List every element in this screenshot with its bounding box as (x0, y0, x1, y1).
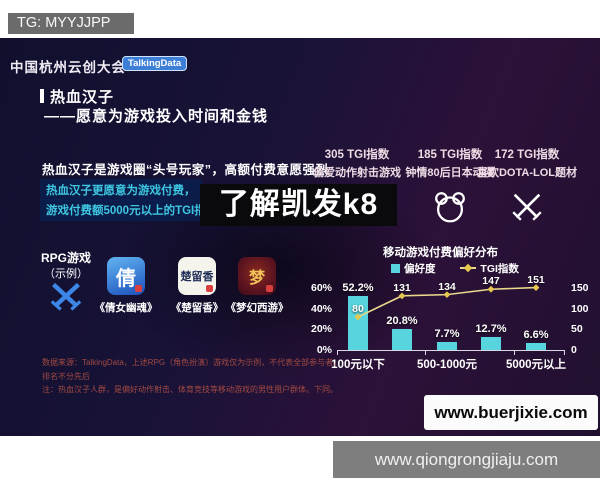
x-tick-label: 100元以下 (331, 359, 385, 371)
bear-icon (435, 192, 465, 223)
x-axis-labels: 100元以下 500-1000元 5000元以上 (331, 356, 567, 372)
tgi-line (354, 284, 540, 321)
axis-tick (337, 350, 338, 355)
chuliuxiang-app-icon: 楚留香 (178, 257, 216, 295)
axis-tick (564, 350, 565, 355)
footnotes: 数据来源：TalkingData，上述RPG（角色扮演）游戏仅为示例，不代表全部… (42, 356, 342, 397)
app-icon-glyph: 梦 (248, 270, 265, 287)
legend-label: TGI指数 (480, 263, 519, 275)
legend-item-line: TGI指数 (460, 261, 519, 276)
y-axis-right: 0 50 100 150 (571, 282, 599, 356)
title-accent-bar (40, 89, 44, 103)
y-left-tick-label: 20% (310, 323, 332, 336)
legend-label: 偏好度 (404, 263, 436, 275)
chart-legend: 偏好度 TGI指数 (391, 261, 541, 276)
axis-tick (514, 350, 515, 355)
stat-value: 305 TGI指数 (324, 149, 390, 161)
crossed-swords-icon (512, 193, 542, 221)
qiannv-app-icon: 倩 (107, 257, 145, 295)
game-qiannv: 倩 《倩女幽魂》 (91, 257, 161, 315)
red-seal (266, 285, 273, 292)
y-left-tick-label: 0% (316, 344, 332, 356)
chart-title: 移动游戏付费偏好分布 (383, 247, 498, 259)
y-right-tick-label: 100 (571, 302, 589, 315)
x-tick-label: 5000元以上 (505, 359, 567, 371)
bar-value-label: 7.7% (434, 328, 460, 341)
tgi-value-label: 80 (352, 302, 364, 315)
highlight-line-2: 热血汉子更愿意为游戏付费， (40, 179, 202, 201)
y-right-tick-label: 0 (571, 344, 577, 356)
bar-value-label: 6.6% (523, 329, 549, 342)
stat-desc: 偏爱动作射击游戏 (313, 167, 401, 179)
tgi-value-label: 134 (438, 280, 456, 293)
game-menghuan: 梦 《梦幻西游》 (222, 257, 292, 315)
watermark-overlay: 了解凯发k8 (200, 184, 397, 226)
x-tick-label: 500-1000元 (416, 359, 478, 371)
red-seal (206, 285, 213, 292)
tgi-value-label: 147 (482, 275, 500, 288)
bar-value-label: 52.2% (342, 282, 374, 295)
tgi-value-label: 151 (527, 273, 545, 286)
rpg-crossed-swords-icon (50, 282, 82, 311)
y-left-tick-label: 40% (310, 302, 332, 315)
bar-3 (481, 336, 501, 350)
game-name: 《梦幻西游》 (225, 302, 289, 314)
stat-value: 185 TGI指数 (417, 149, 483, 161)
qiongrongjiaju-url-bar[interactable]: www.qiongrongjiaju.com (333, 441, 600, 478)
stat-desc: 钟情80后日本动漫 (405, 167, 495, 179)
bar-2 (437, 342, 457, 350)
game-chuliuxiang: 楚留香 《楚留香》 (162, 257, 232, 315)
bar-1 (392, 328, 412, 350)
buerjixie-url-box[interactable]: www.buerjixie.com (424, 395, 598, 430)
slide-subtitle: ——愿意为游戏投入时间和金钱 (44, 108, 269, 125)
stat-anime: 185 TGI指数 钟情80后日本动漫 (385, 146, 515, 231)
rpg-sublabel: （示例） (44, 268, 88, 280)
y-right-tick-label: 150 (571, 282, 589, 294)
menghuan-app-icon: 梦 (238, 257, 276, 295)
stat-desc: 喜欢DOTA-LOL题材 (476, 167, 577, 179)
event-brand: 中国杭州云创大会 (10, 60, 126, 75)
tg-contact-badge: TG: MYYJJPP (8, 13, 134, 34)
tgi-value-label: 131 (393, 281, 411, 294)
y-left-tick-label: 60% (310, 282, 332, 294)
infographic-slide: 中国杭州云创大会 TalkingData 热血汉子 ——愿意为游戏投入时间和金钱… (0, 38, 600, 436)
chart-plot-area: 52.2% 20.8% 7.7% 12.7% 6.6% 80 131 134 147 151 (337, 274, 565, 355)
game-name: 《倩女幽魂》 (94, 302, 158, 314)
stat-dota-lol: 172 TGI指数 喜欢DOTA-LOL题材 (462, 146, 592, 231)
legend-item-bar: 偏好度 (391, 261, 436, 276)
rpg-label: RPG游戏 (40, 251, 91, 265)
y-right-tick-label: 50 (571, 323, 583, 336)
y-axis-left: 0% 20% 40% 60% (294, 282, 332, 356)
bar-legend-marker (391, 264, 400, 273)
axis-tick (425, 350, 426, 355)
footnote-line: 注：热血汉子人群，是偏好动作射击、体育竞技等移动游戏的男性用户群体。下同。 (42, 385, 338, 394)
app-icon-glyph: 倩 (116, 267, 136, 290)
bar-0 (348, 296, 368, 350)
bar-value-label: 20.8% (386, 314, 418, 327)
highlight-line-1: 热血汉子是游戏圈“头号玩家”，高额付费意愿强烈 (42, 163, 329, 177)
bar-4 (526, 343, 546, 350)
tgi-legend-marker (460, 263, 477, 272)
game-name: 《楚留香》 (170, 302, 224, 314)
slide-title: 热血汉子 (50, 89, 115, 106)
footnote-line: 数据来源：TalkingData，上述RPG（角色扮演）游戏仅为示例，不代表全部… (42, 358, 342, 381)
red-seal (135, 285, 142, 292)
talkingdata-logo: TalkingData (122, 56, 188, 71)
stat-value: 172 TGI指数 (494, 149, 560, 161)
app-icon-glyph: 楚留香 (180, 271, 214, 283)
bar-value-label: 12.7% (475, 322, 507, 335)
